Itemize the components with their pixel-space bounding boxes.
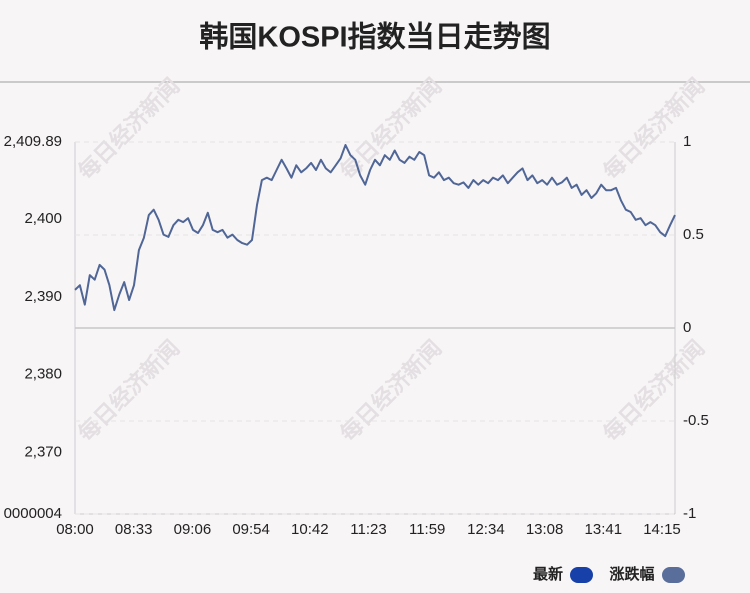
x-tick-label: 09:06 xyxy=(174,521,212,538)
watermark: 每日经济新闻 xyxy=(335,73,446,184)
legend-swatch xyxy=(662,567,685,583)
watermark: 每日经济新闻 xyxy=(335,335,446,446)
watermark: 每日经济新闻 xyxy=(598,335,709,446)
y-tick-label: 0000004 xyxy=(4,505,62,522)
legend-label: 涨跌幅 xyxy=(609,565,654,583)
y2-tick-label: -1 xyxy=(683,505,696,522)
watermark: 每日经济新闻 xyxy=(598,73,709,184)
x-tick-label: 11:23 xyxy=(350,521,386,538)
x-tick-label: 10:42 xyxy=(291,521,329,538)
y-tick-label: 2,390 xyxy=(24,288,62,305)
watermark: 每日经济新闻 xyxy=(73,335,184,446)
x-tick-label: 12:34 xyxy=(467,521,505,538)
x-tick-label: 14:15 xyxy=(643,521,681,538)
x-tick-label: 13:41 xyxy=(585,521,623,538)
x-tick-label: 08:33 xyxy=(115,521,153,538)
legend-label: 最新 xyxy=(533,565,563,583)
y-tick-label: 2,400 xyxy=(24,210,62,227)
y2-tick-label: -0.5 xyxy=(683,412,709,429)
chart-title: 韩国KOSPI指数当日走势图 xyxy=(199,21,550,54)
legend-swatch xyxy=(570,567,593,583)
x-tick-label: 13:08 xyxy=(526,521,564,538)
watermark: 每日经济新闻 xyxy=(73,73,184,184)
y2-tick-label: 0 xyxy=(683,319,691,336)
y-tick-label: 2,409.89 xyxy=(4,133,62,150)
watermarks: 每日经济新闻 每日经济新闻 每日经济新闻 每日经济新闻 每日经济新闻 每日经济新… xyxy=(73,73,709,446)
x-tick-label: 08:00 xyxy=(56,521,94,538)
y2-tick-label: 0.5 xyxy=(683,226,704,243)
x-tick-label: 11:59 xyxy=(409,521,445,538)
y2-tick-label: 1 xyxy=(683,133,691,150)
price-line xyxy=(74,144,676,312)
y-tick-label: 2,380 xyxy=(24,366,62,383)
y-tick-label: 2,370 xyxy=(24,444,62,461)
x-tick-label: 09:54 xyxy=(232,521,270,538)
